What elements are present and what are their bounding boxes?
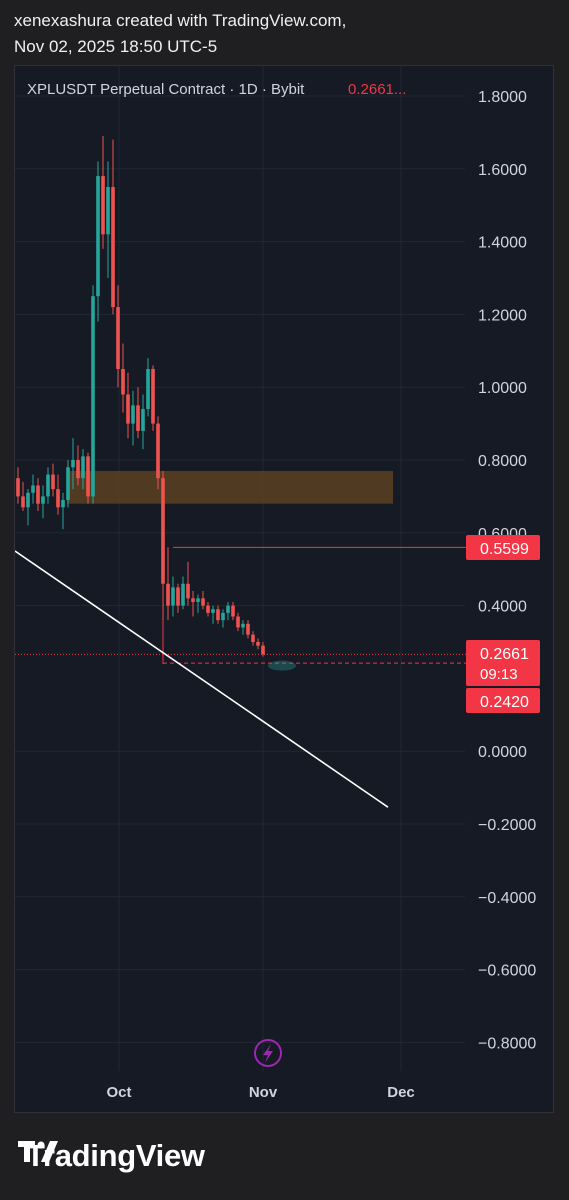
tradingview-logo-icon [18,1141,58,1162]
y-tick-label: 0.0000 [478,744,527,761]
candle-body [61,500,65,508]
last-price-badge: 0.2661 09:13 [466,640,540,686]
candle-body [171,587,175,606]
resistance-badge-text: 0.5599 [480,541,529,558]
candle-body [261,645,265,655]
candle-body [221,612,225,621]
y-tick-label: 0.4000 [478,599,527,616]
candle-body [216,609,220,621]
candle-body [51,474,55,490]
candle-body [251,634,255,642]
candle-body [36,485,40,504]
candles [16,136,265,664]
candle-body [246,623,250,635]
x-tick-label: Oct [106,1084,131,1101]
candle-body [256,642,260,646]
candle-body [236,616,240,628]
candle-body [151,369,155,424]
candle-body [16,478,20,497]
candle-body [46,474,50,497]
y-tick-label: −0.4000 [478,890,536,907]
candle-body [166,583,170,606]
candle-body [176,587,180,606]
candle-body [66,467,70,501]
candle-body [181,583,185,606]
candle-body [131,405,135,424]
candle-body [146,369,150,410]
brand-footer[interactable]: TradingView [18,1138,205,1174]
candle-body [186,583,190,599]
price-chart[interactable]: 1.80001.60001.40001.20001.00000.80000.60… [15,66,553,1112]
time-axis[interactable]: Oct Nov Dec [106,1084,414,1101]
y-tick-label: 1.6000 [478,162,527,179]
trendline[interactable] [15,550,389,808]
trend-touch-marker [268,660,296,671]
grid-lines [15,66,465,1071]
candle-body [71,460,75,468]
supply-zone [67,470,393,504]
chart-header: xenexashura created with TradingView.com… [14,8,346,60]
candle-body [191,598,195,602]
candle-body [141,409,145,431]
candle-body [96,176,100,297]
candle-body [126,394,130,424]
y-tick-label: 1.4000 [478,235,527,252]
candle-body [86,456,90,497]
y-tick-label: −0.8000 [478,1035,536,1052]
support-badge-text: 0.2420 [480,694,529,711]
candle-body [56,489,60,508]
last-price-text: 0.2661 [480,646,529,663]
countdown-text: 09:13 [480,666,518,683]
candle-body [111,187,115,308]
x-tick-label: Nov [249,1084,278,1101]
y-tick-label: 1.0000 [478,380,527,397]
legend-price: 0.2661... [348,81,406,98]
candle-body [196,598,200,602]
candle-body [101,176,105,235]
candle-body [116,307,120,369]
support-badge: 0.2420 [466,688,540,713]
candle-body [156,423,160,479]
candle-body [121,369,125,395]
lightning-icon[interactable] [254,1039,282,1067]
candle-body [231,605,235,617]
author-line: xenexashura created with TradingView.com… [14,11,347,30]
chart-pane[interactable]: 1.8000 1.6000 1.4000 1.2000 1.0000 0.8000 0.60… [14,65,554,1113]
candle-body [106,187,110,235]
candle-body [76,460,80,479]
timestamp-line: Nov 02, 2025 18:50 UTC-5 [14,37,218,56]
candle-body [211,609,215,613]
price-axis[interactable]: 1.80001.60001.40001.20001.00000.80000.60… [478,89,536,1052]
y-tick-label: 1.2000 [478,307,527,324]
candle-body [226,605,230,613]
candle-body [241,623,245,628]
candle-body [201,598,205,606]
candle-body [41,496,45,504]
candle-body [31,485,35,493]
resistance-badge: 0.5599 [466,535,540,560]
candle-body [26,492,30,508]
x-tick-label: Dec [387,1084,415,1101]
candle-body [21,496,25,508]
candle-body [91,296,95,497]
y-tick-label: 0.8000 [478,453,527,470]
candle-body [161,478,165,584]
y-tick-label: −0.2000 [478,817,536,834]
candle-body [81,456,85,479]
candle-body [136,405,140,431]
y-tick-label: 1.8000 [478,89,527,106]
legend-symbol[interactable]: XPLUSDT Perpetual Contract · 1D · Bybit [27,81,305,98]
candle-body [206,605,210,613]
y-tick-label: −0.6000 [478,963,536,980]
